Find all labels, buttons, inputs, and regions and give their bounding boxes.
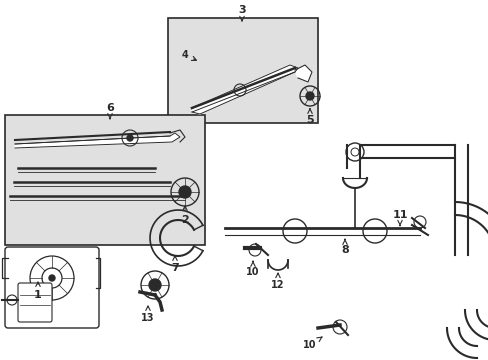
Polygon shape [15,133,180,148]
Text: 5: 5 [305,109,313,125]
Polygon shape [294,65,311,82]
Text: 12: 12 [271,273,284,290]
FancyBboxPatch shape [5,247,99,328]
Text: 10: 10 [303,337,322,350]
Text: 8: 8 [341,239,348,255]
Circle shape [179,186,191,198]
Text: 7: 7 [171,256,179,273]
Circle shape [149,279,161,291]
Text: 13: 13 [141,306,154,323]
Circle shape [49,275,55,281]
Text: 10: 10 [246,261,259,277]
Polygon shape [192,65,297,114]
Text: 2: 2 [181,206,188,225]
Text: 4: 4 [181,50,196,60]
Circle shape [127,135,133,141]
Text: 11: 11 [391,210,407,226]
Circle shape [305,92,313,100]
Text: 1: 1 [34,282,42,300]
Bar [5,115,204,245]
Text: 6: 6 [106,103,114,119]
Text: 3: 3 [238,5,245,21]
Bar [168,18,317,123]
FancyBboxPatch shape [18,283,52,322]
